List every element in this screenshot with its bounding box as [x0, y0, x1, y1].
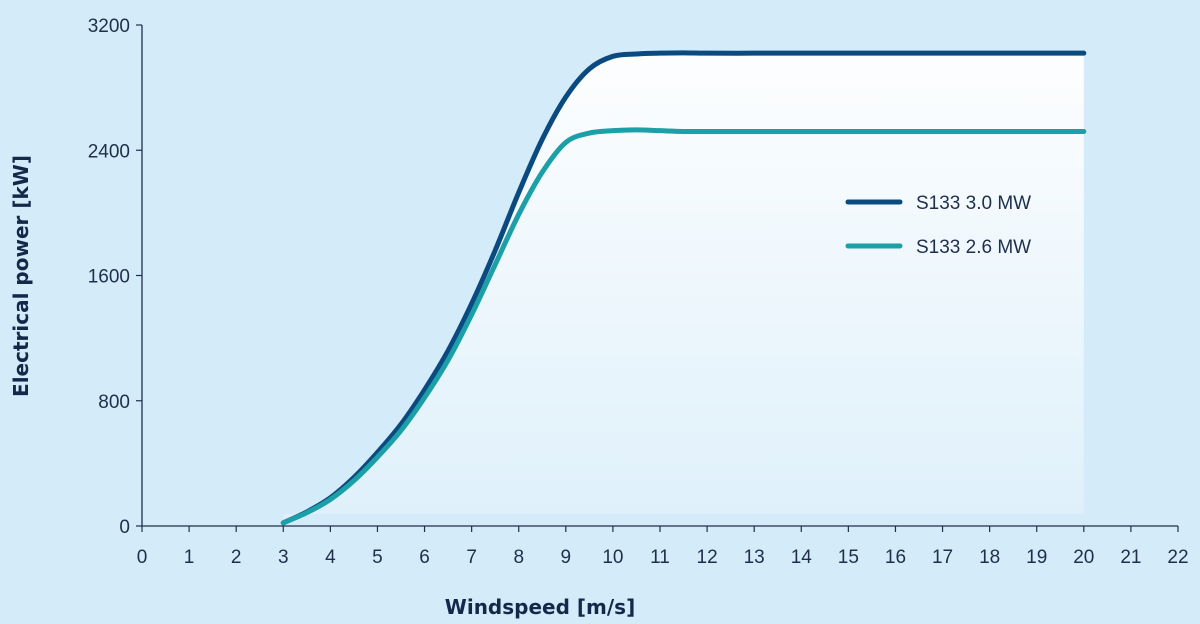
x-tick-label: 16 [885, 547, 906, 568]
x-axis-title: Windspeed [m/s] [445, 595, 635, 619]
area-under-curve [283, 52, 1084, 523]
x-tick-label: 19 [1026, 547, 1047, 568]
x-tick-label: 8 [513, 547, 524, 568]
x-tick-label: 3 [278, 547, 289, 568]
y-tick-label: 3200 [88, 16, 130, 37]
y-tick-label: 2400 [88, 141, 130, 162]
x-tick-label: 17 [932, 547, 953, 568]
x-tick-label: 12 [697, 547, 718, 568]
series-line-1 [280, 50, 1087, 526]
x-tick-label: 20 [1073, 547, 1094, 568]
x-tick-label: 4 [325, 547, 336, 568]
x-tick-label: 18 [979, 547, 1000, 568]
y-tick-label: 1600 [88, 267, 130, 288]
series-line-2 [280, 127, 1087, 526]
area-fill-layer [283, 52, 1084, 523]
x-tick-label: 14 [791, 547, 813, 568]
series-layer [280, 50, 1087, 526]
x-tick-label: 13 [744, 547, 765, 568]
x-tick-label: 22 [1167, 547, 1188, 568]
x-tick-label: 9 [561, 547, 572, 568]
axes-layer: 0 1 2 3 4 5 6 7 8 9 10 11 12 13 14 15 16 17 18 19 20 21 220800… [88, 16, 1189, 568]
y-tick-label: 0 [119, 517, 130, 538]
y-tick-label: 800 [98, 392, 130, 413]
x-tick-label: 11 [650, 547, 670, 568]
legend: S133 3.0 MW S133 2.6 MW [845, 193, 1031, 258]
x-tick-label: 2 [231, 547, 242, 568]
legend-label-2: S133 2.6 MW [916, 237, 1031, 258]
x-tick-label: 10 [602, 547, 623, 568]
legend-label-1: S133 3.0 MW [916, 193, 1031, 214]
x-tick-label: 7 [466, 547, 477, 568]
x-tick-label: 1 [184, 547, 195, 568]
x-tick-label: 0 [137, 547, 148, 568]
x-tick-label: 5 [372, 547, 383, 568]
x-tick-label: 15 [838, 547, 859, 568]
x-tick-label: 21 [1120, 547, 1141, 568]
y-axis-title: Electrical power [kW] [9, 155, 33, 397]
x-tick-label: 6 [419, 547, 430, 568]
